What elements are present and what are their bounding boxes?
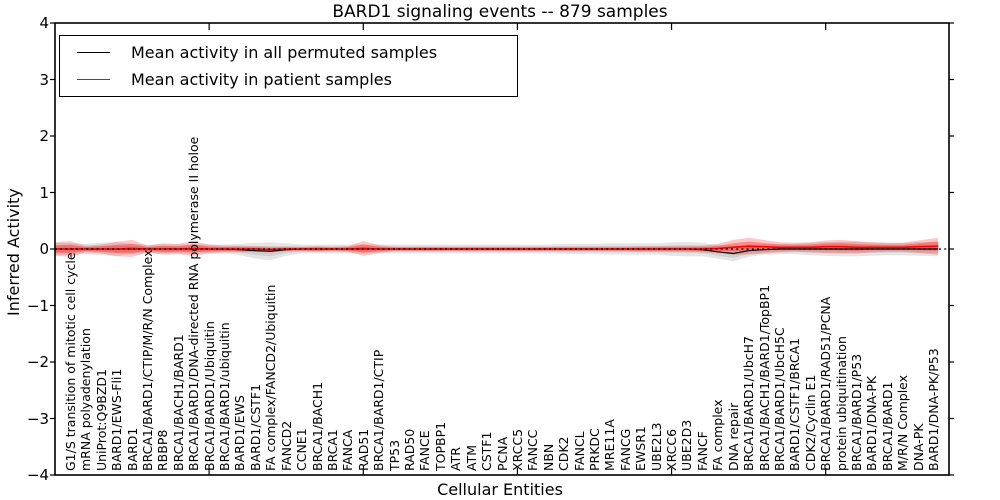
x-tick-label: BARD1/CSTF1 [247, 383, 263, 471]
x-tick-label: MRE11A [602, 419, 618, 471]
x-tick-label: BRCA1/BARD1/UbcH7 [741, 336, 757, 471]
x-tick-label: BRCA1 [324, 429, 340, 471]
x-tick-label: BARD1/EWS-Fli1 [109, 368, 125, 471]
x-tick-label: BRCA1/BARD1/RAD51/PCNA [818, 296, 834, 471]
x-tick-label: BRCA1/BARD1/UbcH5C [771, 327, 787, 471]
x-tick-label: TP53 [386, 439, 402, 471]
y-tick-label: 0 [39, 240, 49, 258]
x-tick-label: DNA-PK [910, 423, 926, 472]
x-tick-label: BRCA1/BARD1/P53 [849, 353, 865, 471]
chart-title: BARD1 signaling events -- 879 samples [332, 2, 668, 22]
y-tick-label: −1 [26, 296, 49, 315]
x-tick-label: BRCA1/BACH1/BARD1/TopBP1 [756, 284, 772, 471]
x-tick-label: FANCD2 [278, 420, 294, 471]
y-tick-label: −2 [26, 353, 49, 371]
x-tick-label: BRCA1/BARD1/ubiquitin [217, 322, 233, 471]
x-tick-label: G1/S transition of mitotic cell cycle [62, 252, 78, 471]
legend-item-patient: Mean activity in patient samples [60, 70, 517, 89]
x-tick-label: BARD1/DNA-PK/P53 [926, 348, 942, 471]
x-axis-label: Cellular Entities [437, 480, 563, 499]
permuted-line-swatch-icon [77, 52, 110, 54]
x-tick-label: BARD1 [124, 427, 140, 471]
x-tick-label: UniProt:Q9BZD1 [93, 369, 109, 471]
y-tick-label: 3 [39, 70, 49, 89]
x-tick-label: BRCA1/BACH1/BARD1 [170, 334, 186, 471]
x-tick-label: BARD1/DNA-PK [864, 375, 880, 471]
x-tick-label: DNA repair [725, 402, 741, 471]
x-tick-label: BRCA1/BARD1/CTIP/M/R/N Complex [139, 249, 155, 471]
x-tick-label: UBE2L3 [648, 422, 664, 472]
band-outer-permuted [55, 241, 939, 262]
x-tick-label: CDK2 [556, 436, 572, 471]
y-tick-label: 2 [39, 127, 49, 145]
x-tick-label: FANCG [617, 428, 633, 471]
y-tick-label: −3 [26, 409, 49, 428]
x-tick-label: RAD50 [402, 428, 418, 471]
legend-item-permuted: Mean activity in all permuted samples [60, 43, 517, 62]
x-tick-label: BARD1/CSTF1/BRCA1 [787, 337, 803, 471]
x-tick-label: CCNE1 [294, 428, 310, 471]
x-tick-label: BRCA1/BARD1/DNA-directed RNA polymerase … [186, 136, 202, 471]
x-tick-label: FANCL [571, 431, 587, 471]
y-tick-label: −4 [26, 466, 49, 484]
x-tick-label: PRKDC [586, 428, 602, 471]
x-tick-label: XRCC6 [664, 428, 680, 471]
y-tick-label: 1 [39, 183, 49, 202]
legend-label-patient: Mean activity in patient samples [131, 69, 392, 89]
x-tick-label: BRCA1/BACH1 [309, 381, 325, 471]
x-tick-label: FANCA [340, 429, 356, 471]
x-tick-label: BRCA1/BARD1/Ubiquitin [201, 321, 217, 471]
x-tick-label: TOPBP1 [432, 421, 448, 471]
x-tick-label: UBE2D3 [679, 419, 695, 471]
x-tick-label: FANCE [417, 430, 433, 471]
x-tick-label: XRCC5 [509, 428, 525, 471]
y-tick-label: 4 [39, 14, 49, 32]
x-tick-label: protein ubiquitination [833, 336, 849, 471]
x-tick-label: ATM [463, 444, 479, 471]
x-tick-label: FANCC [525, 429, 541, 471]
x-tick-label: mRNA polyadenylation [78, 328, 94, 471]
x-tick-label: RBBP8 [155, 429, 171, 471]
x-tick-label: CDK2/Cyclin E1 [802, 374, 818, 471]
x-tick-label: CSTF1 [479, 431, 495, 471]
x-tick-label: M/R/N Complex [895, 374, 911, 471]
x-tick-label: PCNA [494, 436, 510, 471]
x-tick-label: FA complex/FANCD2/Ubiquitin [263, 284, 279, 471]
x-tick-label: BARD1/EWS [232, 395, 248, 471]
x-tick-label: RAD51 [355, 428, 371, 471]
legend-label-permuted: Mean activity in all permuted samples [131, 43, 438, 63]
x-tick-label: BRCA1/BARD1/CTIP [371, 349, 387, 471]
legend: Mean activity in all permuted samples Me… [59, 35, 518, 97]
x-tick-label: FANCF [694, 431, 710, 471]
x-tick-label: BRCA1/BARD1 [879, 381, 895, 471]
x-tick-label: FA complex [710, 399, 726, 471]
x-tick-label: EWSR1 [633, 426, 649, 471]
x-tick-label: NBN [540, 443, 556, 471]
patient-line-swatch-icon [77, 78, 110, 80]
x-tick-label: ATR [448, 447, 464, 471]
